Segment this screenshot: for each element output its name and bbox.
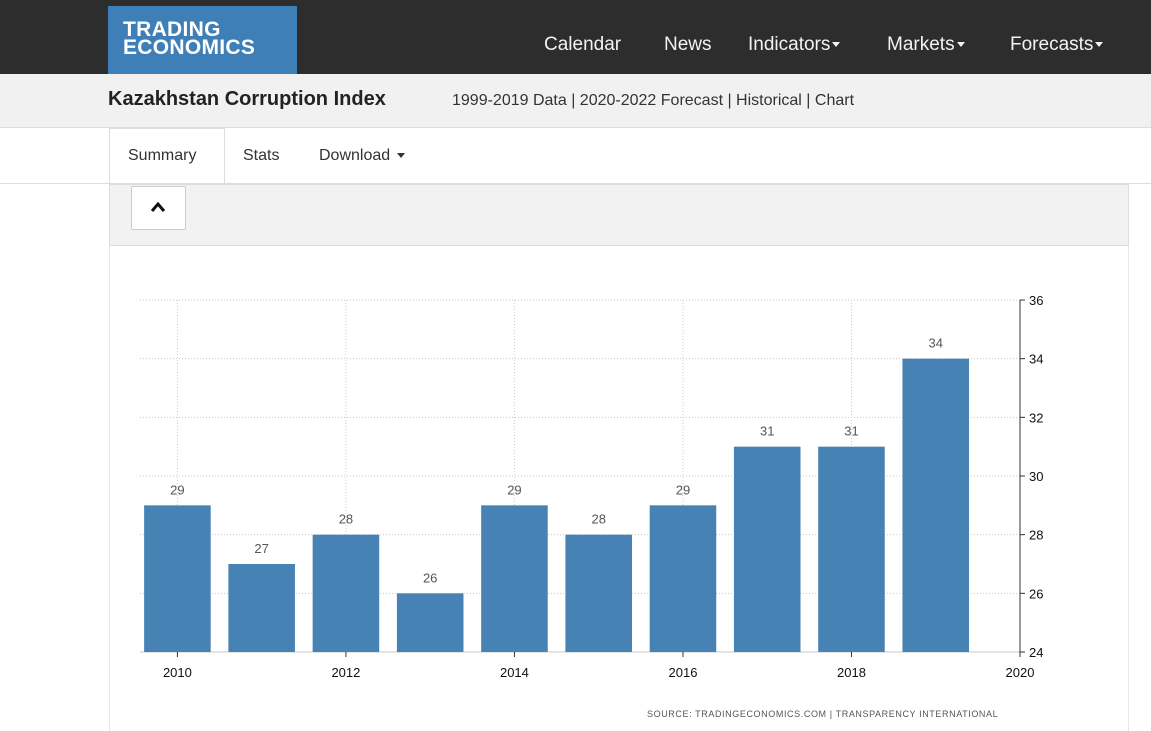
bar: [481, 505, 548, 652]
chart-area: 24 26 28 30 32 34 36 2010 2012 2014 2016 2018 2020 29…: [109, 245, 1129, 731]
data-label: 29: [170, 482, 184, 497]
data-label: 31: [844, 424, 858, 439]
data-label: 28: [339, 512, 353, 527]
brand-logo-line1: TRADING: [123, 18, 221, 41]
collapse-button[interactable]: [131, 186, 186, 230]
data-label: 29: [507, 482, 521, 497]
page-subtitle: 1999-2019 Data | 2020-2022 Forecast | Hi…: [452, 92, 855, 109]
x-tick-label: 2010: [163, 665, 192, 680]
nav-markets-label: Markets: [887, 34, 955, 55]
chart-bars: [144, 358, 970, 652]
nav-calendar[interactable]: Calendar: [544, 34, 621, 56]
source-note: SOURCE: TRADINGECONOMICS.COM | TRANSPARE…: [647, 709, 999, 719]
y-tick-label: 32: [1029, 410, 1043, 425]
y-tick-label: 30: [1029, 469, 1043, 484]
x-tick-label: 2012: [331, 665, 360, 680]
bar-chart: 24 26 28 30 32 34 36 2010 2012 2014 2016 2018 2020 29…: [140, 293, 1044, 680]
tab-summary-label: Summary: [128, 147, 197, 164]
caret-down-icon: [956, 42, 965, 48]
x-tick-label: 2016: [669, 665, 698, 680]
nav-markets[interactable]: Markets: [887, 34, 965, 56]
bar: [396, 593, 464, 652]
nav-news-label: News: [664, 34, 712, 55]
chevron-up-icon: [150, 201, 166, 212]
y-tick-label: 34: [1029, 352, 1043, 367]
chart-labels: 24 26 28 30 32 34 36 2010 2012 2014 2016 2018 2020 29…: [163, 293, 1044, 680]
tab-download-label: Download: [319, 147, 391, 164]
bar: [818, 446, 885, 652]
y-tick-label: 24: [1029, 645, 1043, 660]
nav-calendar-label: Calendar: [544, 34, 622, 55]
data-label: 34: [929, 336, 943, 351]
tab-summary[interactable]: Summary: [128, 147, 196, 165]
y-tick-label: 28: [1029, 528, 1043, 543]
caret-down-icon: [396, 153, 405, 159]
title-bar: [0, 74, 1151, 128]
nav-news[interactable]: News: [664, 34, 712, 56]
bar: [144, 505, 211, 652]
tab-stats[interactable]: Stats: [243, 147, 279, 165]
caret-down-icon: [832, 42, 841, 48]
nav-indicators-label: Indicators: [748, 34, 831, 55]
data-label: 26: [423, 570, 437, 585]
data-label: 27: [254, 541, 268, 556]
y-tick-label: 36: [1029, 293, 1043, 308]
x-tick-label: 2020: [1006, 665, 1035, 680]
x-tick-label: 2018: [837, 665, 866, 680]
collapse-panel: [109, 184, 1129, 246]
x-tick-label: 2014: [500, 665, 529, 680]
tabs-divider: [0, 183, 1151, 184]
data-label: 28: [591, 512, 605, 527]
bar: [649, 505, 717, 652]
brand-logo[interactable]: TRADING ECONOMICS: [108, 6, 297, 74]
data-label: 31: [760, 424, 774, 439]
page-title: Kazakhstan Corruption Index: [108, 88, 386, 110]
brand-logo-line2: ECONOMICS: [123, 36, 256, 59]
nav-forecasts-label: Forecasts: [1010, 34, 1094, 55]
nav-forecasts[interactable]: Forecasts: [1010, 34, 1104, 56]
nav-indicators[interactable]: Indicators: [748, 34, 841, 56]
y-tick-label: 26: [1029, 586, 1043, 601]
tab-download[interactable]: Download: [319, 147, 405, 165]
tab-summary-active-bg: [109, 128, 225, 185]
bar: [733, 446, 801, 652]
bar: [228, 564, 295, 652]
bar: [312, 534, 380, 652]
caret-down-icon: [1095, 42, 1104, 48]
tab-stats-label: Stats: [243, 147, 280, 164]
data-label: 29: [676, 482, 690, 497]
bar: [565, 534, 632, 652]
bar: [902, 358, 970, 652]
